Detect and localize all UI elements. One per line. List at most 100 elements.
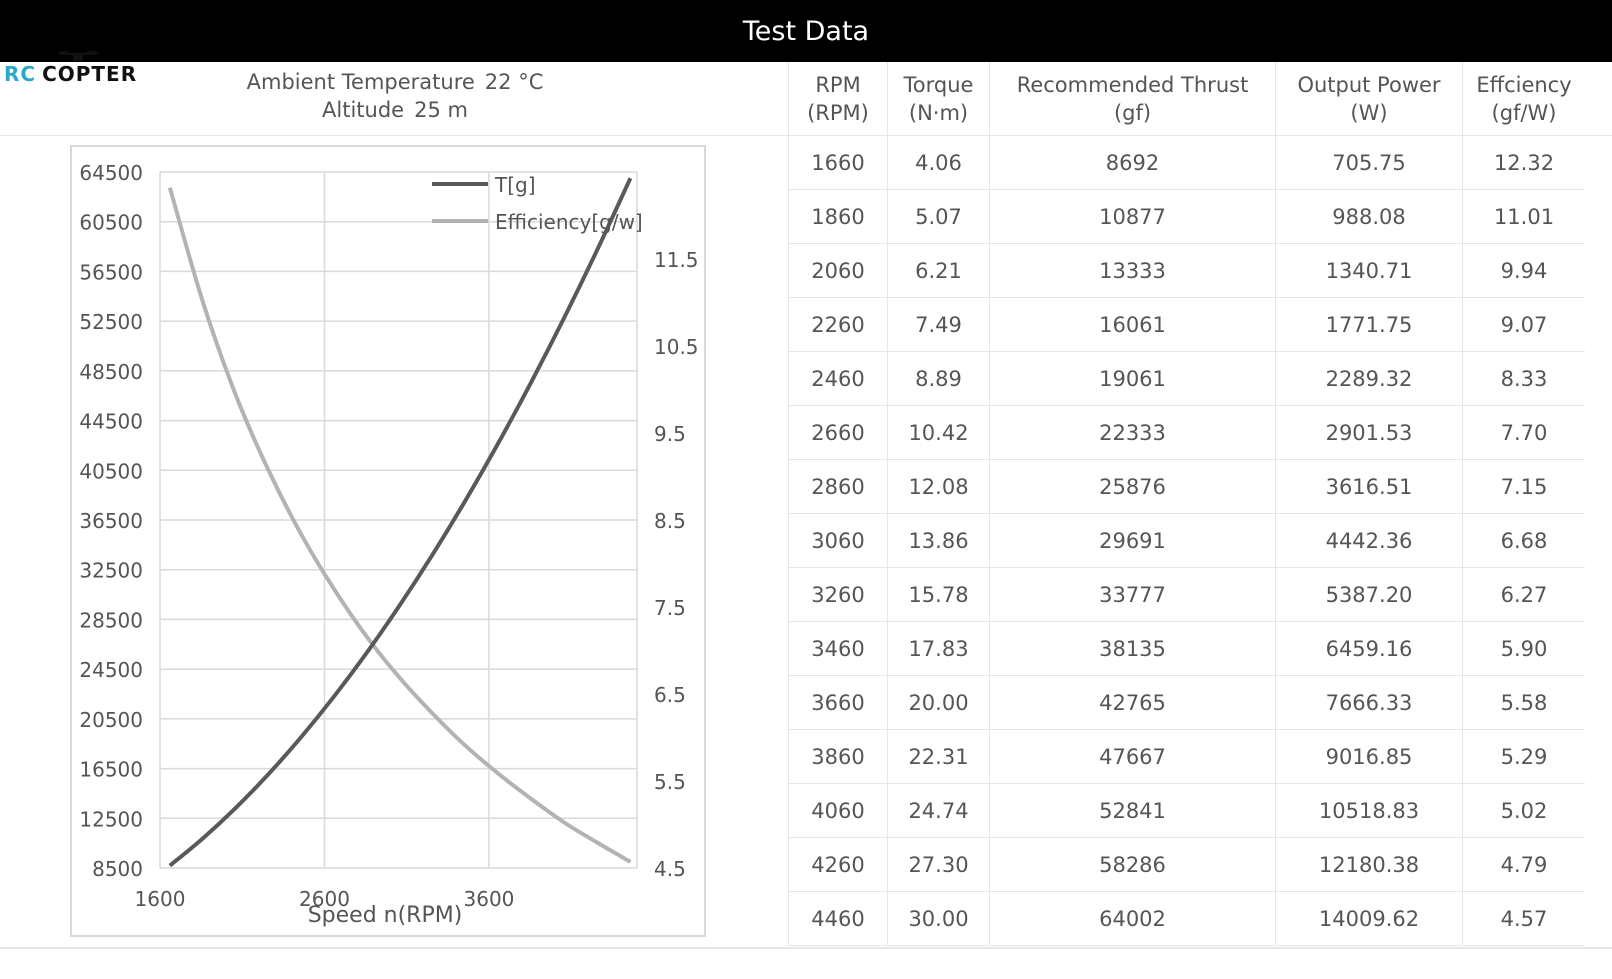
table-row: 4060 24.74 52841 10518.83 5.02: [788, 783, 1585, 838]
page-title-bar: Test Data: [0, 0, 1612, 62]
table-cell: 7666.33: [1275, 675, 1463, 730]
table-cell: 2460: [788, 351, 888, 406]
table-cell: 5.29: [1462, 729, 1585, 784]
table-cell: 8692: [989, 135, 1276, 190]
ambient-temperature-label: Ambient Temperature: [246, 70, 475, 94]
table-cell: 15.78: [887, 567, 990, 622]
column-header-name: RPM: [815, 72, 861, 97]
table-cell: 30.00: [887, 891, 990, 946]
table-cell: 705.75: [1275, 135, 1463, 190]
y-tick-label: 24500: [79, 658, 143, 682]
column-header: Recommended Thrust (gf): [989, 62, 1276, 136]
table-cell: 3460: [788, 621, 888, 676]
column-header-name: Effciency: [1476, 72, 1572, 97]
y-tick-label: 60500: [79, 211, 143, 235]
table-cell: 4.79: [1462, 837, 1585, 892]
table-cell: 8.89: [887, 351, 990, 406]
table-row: 1660 4.06 8692 705.75 12.32: [788, 135, 1585, 190]
table-cell: 4260: [788, 837, 888, 892]
column-header-unit: (RPM): [807, 100, 869, 125]
y-tick-label: 16500: [79, 758, 143, 782]
chart-frame: [70, 145, 706, 937]
table-cell: 3260: [788, 567, 888, 622]
table-row: 3660 20.00 42765 7666.33 5.58: [788, 675, 1585, 730]
table-cell: 27.30: [887, 837, 990, 892]
column-header-unit: (W): [1350, 100, 1388, 125]
table-cell: 14009.62: [1275, 891, 1463, 946]
column-header-name: Recommended Thrust: [1016, 72, 1249, 97]
page-title: Test Data: [742, 15, 870, 47]
x-tick-label: 1600: [135, 887, 186, 911]
column-header-name: Output Power: [1297, 72, 1441, 97]
y2-tick-label: 11.5: [654, 248, 699, 272]
logo-copter-text: COPTER: [42, 62, 138, 86]
table-cell: 5.07: [887, 189, 990, 244]
legend-label-thrust: T[g]: [494, 173, 536, 197]
table-cell: 3616.51: [1275, 459, 1463, 514]
table-cell: 5.90: [1462, 621, 1585, 676]
table-cell: 6.21: [887, 243, 990, 298]
table-cell: 64002: [989, 891, 1276, 946]
table-cell: 10.42: [887, 405, 990, 460]
y2-tick-label: 8.5: [654, 509, 686, 533]
column-header: Output Power (W): [1275, 62, 1463, 136]
table-cell: 7.49: [887, 297, 990, 352]
table-cell: 2289.32: [1275, 351, 1463, 406]
table-cell: 988.08: [1275, 189, 1463, 244]
table-row: 2860 12.08 25876 3616.51 7.15: [788, 459, 1585, 514]
table-cell: 1340.71: [1275, 243, 1463, 298]
table-cell: 10518.83: [1275, 783, 1463, 838]
table-row: 1860 5.07 10877 988.08 11.01: [788, 189, 1585, 244]
y-tick-label: 20500: [79, 708, 143, 732]
table-row: 2060 6.21 13333 1340.71 9.94: [788, 243, 1585, 298]
table-cell: 33777: [989, 567, 1276, 622]
logo-rc-text: RC: [4, 62, 37, 86]
x-tick-label: 3600: [464, 887, 515, 911]
table-cell: 2260: [788, 297, 888, 352]
table-cell: 10877: [989, 189, 1276, 244]
table-cell: 25876: [989, 459, 1276, 514]
table-cell: 1860: [788, 189, 888, 244]
table-cell: 24.74: [887, 783, 990, 838]
table-cell: 58286: [989, 837, 1276, 892]
table-cell: 2660: [788, 405, 888, 460]
efficiency-series-line: [167, 187, 632, 864]
thrust-efficiency-chart: 8500 12500 16500 20500 24500 28500 32500 36500 4…: [79, 161, 699, 928]
table-cell: 6.27: [1462, 567, 1585, 622]
table-cell: 9.94: [1462, 243, 1585, 298]
table-cell: 4442.36: [1275, 513, 1463, 568]
table-cell: 6459.16: [1275, 621, 1463, 676]
table-header-row: RPM (RPM) Torque (N·m) Recommended Thrust (gf…: [788, 62, 1585, 136]
table-row: 3460 17.83 38135 6459.16 5.90: [788, 621, 1585, 676]
table-cell: 9.07: [1462, 297, 1585, 352]
table-body: 1660 4.06 8692 705.75 12.32 1860 5.07 10877 988.…: [788, 135, 1585, 946]
table-cell: 7.15: [1462, 459, 1585, 514]
table-row: 2460 8.89 19061 2289.32 8.33: [788, 351, 1585, 406]
table-cell: 3060: [788, 513, 888, 568]
table-cell: 22.31: [887, 729, 990, 784]
table-cell: 17.83: [887, 621, 990, 676]
y2-tick-label: 4.5: [654, 857, 686, 881]
y-tick-label: 12500: [79, 807, 143, 831]
y-tick-label: 28500: [79, 608, 143, 632]
table-cell: 12180.38: [1275, 837, 1463, 892]
table-cell: 38135: [989, 621, 1276, 676]
table-cell: 20.00: [887, 675, 990, 730]
rc-copter-logo: RC COPTER: [4, 51, 174, 90]
table-cell: 47667: [989, 729, 1276, 784]
test-conditions: Ambient Temperature 22 °C Altitude 25 m: [210, 68, 590, 124]
table-cell: 1771.75: [1275, 297, 1463, 352]
table-row: 3860 22.31 47667 9016.85 5.29: [788, 729, 1585, 784]
table-cell: 4460: [788, 891, 888, 946]
ambient-temperature-value: 22 °C: [484, 70, 544, 94]
thrust-series-line: [168, 177, 633, 868]
y2-tick-label: 7.5: [654, 596, 686, 620]
column-header-name: Torque: [903, 72, 974, 97]
table-row: 3260 15.78 33777 5387.20 6.27: [788, 567, 1585, 622]
table-cell: 52841: [989, 783, 1276, 838]
table-row: 4460 30.00 64002 14009.62 4.57: [788, 891, 1585, 946]
bottom-divider: [0, 947, 1612, 949]
drone-icon: [58, 51, 98, 61]
x-axis-label: Speed n(RPM): [308, 903, 463, 928]
column-header-unit: (gf): [1113, 100, 1152, 125]
